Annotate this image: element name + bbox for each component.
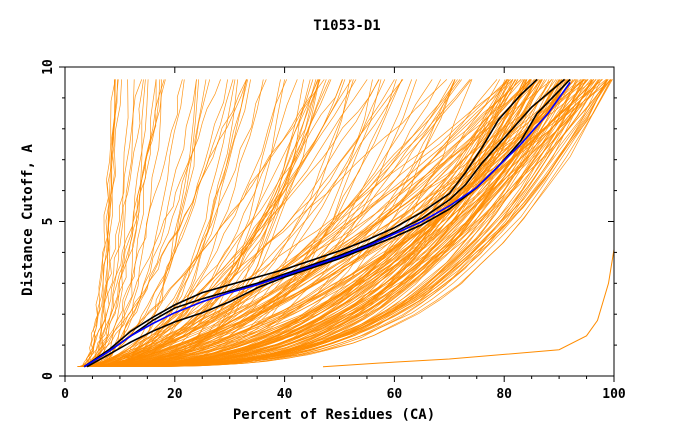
y-tick-label: 0 <box>41 372 56 380</box>
orange-model-curve <box>79 79 118 368</box>
orange-model-curve <box>90 79 585 368</box>
orange-model-curve <box>79 79 161 368</box>
x-tick-label: 100 <box>602 387 626 402</box>
orange-model-curve <box>86 79 357 368</box>
orange-model-curve <box>83 79 352 368</box>
orange-model-curve <box>81 79 514 368</box>
orange-model-curve <box>81 79 149 367</box>
x-tick-label: 60 <box>387 387 403 402</box>
orange-model-curve <box>85 79 512 368</box>
orange-model-curve <box>80 79 157 368</box>
orange-model-curve <box>85 79 586 368</box>
x-axis-label: Percent of Residues (CA) <box>233 407 435 423</box>
orange-model-curve <box>84 79 553 368</box>
orange-model-curve <box>93 79 144 367</box>
orange-model-curve <box>77 79 122 368</box>
series-highlight-1 <box>83 78 566 368</box>
orange-model-curve <box>85 79 458 368</box>
orange-model-curve <box>89 79 166 367</box>
y-tick-label: 10 <box>41 59 56 75</box>
orange-model-curve <box>89 79 448 368</box>
x-tick-label: 80 <box>496 387 512 402</box>
y-axis-label: Distance Cutoff, A <box>20 144 36 296</box>
orange-model-curve <box>81 79 527 368</box>
y-tick-label: 5 <box>41 218 56 226</box>
orange-model-curve <box>88 79 251 368</box>
x-tick-label: 20 <box>167 387 183 402</box>
orange-model-curve <box>77 79 603 368</box>
orange-model-curve <box>83 79 247 368</box>
orange-model-curve <box>79 79 267 368</box>
orange-model-curve <box>89 79 608 368</box>
orange-model-curve <box>82 79 404 368</box>
orange-model-curve <box>84 79 165 367</box>
orange-model-curve <box>91 79 575 368</box>
orange-model-curve <box>84 79 143 367</box>
orange-model-curve <box>81 79 561 368</box>
orange-model-curve <box>83 79 116 368</box>
x-tick-label: 0 <box>61 387 69 402</box>
orange-model-curve <box>93 79 531 368</box>
x-tick-label: 40 <box>277 387 293 402</box>
orange-model-curve <box>77 79 119 368</box>
orange-model-curve <box>79 79 601 368</box>
orange-model-curve <box>86 79 546 368</box>
chart-title: T1053-D1 <box>313 18 380 34</box>
series-highlight-2 <box>83 78 538 368</box>
orange-model-curve <box>87 79 472 368</box>
orange-model-curve <box>83 79 157 368</box>
orange-model-curve <box>79 79 234 368</box>
orange-model-curve <box>77 79 595 368</box>
orange-model-curve <box>90 79 612 368</box>
orange-model-curve <box>89 79 456 368</box>
orange-model-curve <box>84 79 314 368</box>
series-highlight-blue <box>83 81 571 368</box>
orange-model-curve <box>85 79 197 368</box>
orange-model-curve <box>82 79 532 368</box>
orange-model-curve <box>88 79 346 368</box>
series-outlier-bottom <box>322 249 614 368</box>
orange-model-curve <box>87 79 517 368</box>
orange-model-curve <box>79 79 248 368</box>
